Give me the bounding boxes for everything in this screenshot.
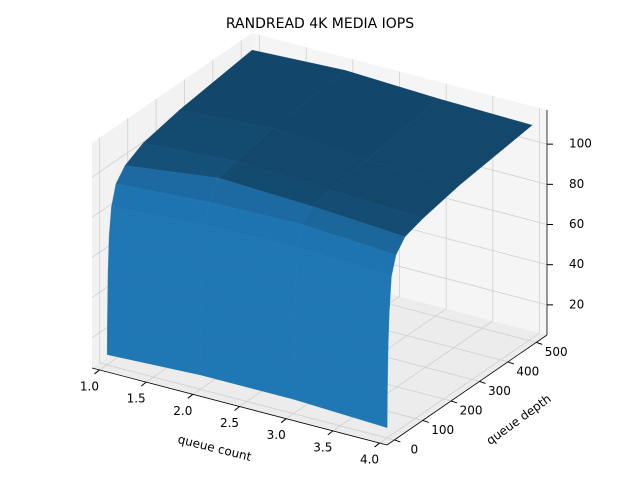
- y-tick-label: 0: [411, 442, 419, 456]
- y-tick: [479, 380, 486, 384]
- y-tick: [536, 341, 543, 345]
- z-tick-label: 80: [569, 177, 584, 191]
- x-tick-label: 1.5: [127, 392, 146, 406]
- x-tick-label: 2.0: [173, 404, 192, 418]
- x-tick: [187, 393, 194, 399]
- x-tick-label: 3.0: [267, 428, 286, 442]
- axis-line: [386, 334, 548, 446]
- y-tick-label: 300: [488, 384, 511, 398]
- y-tick: [450, 400, 458, 404]
- y-tick-label: 200: [460, 403, 483, 417]
- z-tick-label: 20: [569, 297, 584, 311]
- y-tick-label: 500: [545, 345, 568, 359]
- grid-line: [99, 362, 395, 441]
- y-tick: [422, 419, 429, 423]
- grid-line: [379, 332, 540, 444]
- x-tick: [140, 381, 147, 387]
- x-tick: [327, 430, 334, 436]
- x-tick-label: 1.0: [80, 379, 99, 393]
- x-axis-label: queue count: [176, 432, 253, 464]
- y-tick: [394, 439, 401, 443]
- x-tick-label: 4.0: [360, 453, 379, 467]
- surface-patch: [293, 356, 388, 429]
- x-tick-label: 2.5: [220, 416, 239, 430]
- z-tick-label: 100: [569, 137, 592, 151]
- y-tick-label: 400: [516, 364, 539, 378]
- y-axis-label: queue depth: [484, 391, 554, 447]
- z-tick-label: 60: [569, 217, 584, 231]
- x-tick: [94, 369, 100, 375]
- x-tick: [374, 442, 380, 448]
- axis-line: [91, 367, 388, 446]
- x-tick: [280, 418, 287, 424]
- chart-title: RANDREAD 4K MEDIA IOPS: [226, 16, 414, 32]
- y-tick-label: 100: [431, 423, 454, 437]
- z-tick-label: 40: [569, 257, 584, 271]
- x-tick: [234, 406, 240, 411]
- y-tick: [507, 361, 515, 365]
- x-tick-label: 3.5: [313, 440, 332, 454]
